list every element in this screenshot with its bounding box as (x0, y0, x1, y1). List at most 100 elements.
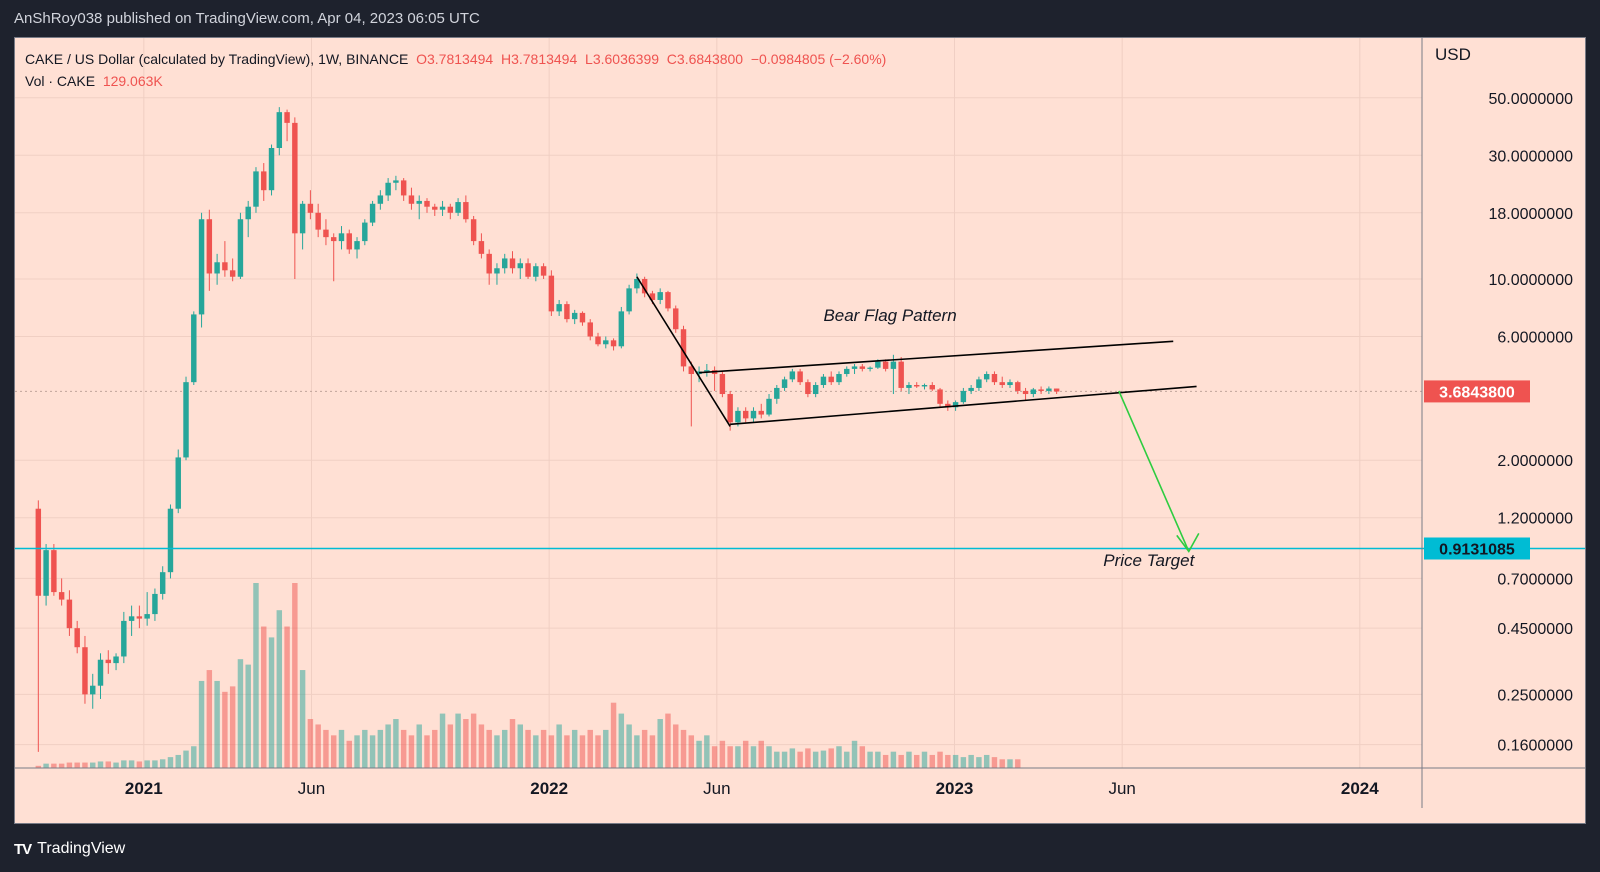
volume-bar (875, 751, 881, 768)
volume-bar (229, 686, 236, 768)
volume-bar (867, 751, 873, 768)
candle-body (805, 382, 811, 395)
y-tick-label: 0.1600000 (1497, 738, 1573, 755)
target-price-badge-bg (1424, 537, 1530, 560)
volume-bar (525, 729, 531, 768)
candle-body (929, 385, 935, 390)
volume-bar (533, 735, 539, 768)
candle-body (369, 203, 376, 223)
candle-body (952, 402, 959, 408)
volume-bar (144, 760, 150, 768)
candle-body (424, 200, 430, 207)
flag-upper-line (699, 340, 1174, 374)
x-tick-label: 2023 (936, 779, 974, 798)
volume-bar (719, 740, 726, 768)
candle-body (610, 340, 617, 347)
volume-bar (906, 751, 912, 768)
volume-bar (968, 754, 974, 768)
candle-body (377, 195, 384, 204)
volume-bar (494, 735, 500, 768)
candle-body (253, 171, 259, 207)
volume-bar (851, 740, 858, 768)
candle-body (307, 203, 314, 213)
candle-body (58, 592, 65, 600)
volume-bar (587, 729, 593, 768)
candle-body (330, 237, 337, 242)
volume-bar (618, 713, 625, 768)
candle-body (167, 508, 174, 573)
price-chart[interactable]: Bear Flag Pattern Price Target 50.0000000… (15, 38, 1585, 823)
tradingview-brand[interactable]: TV TradingView (14, 840, 125, 858)
candle-body (206, 219, 213, 274)
candle-body (680, 329, 687, 367)
volume-bar (711, 746, 718, 768)
candle-body (315, 212, 321, 230)
volume-bar (766, 746, 772, 768)
candle-body (268, 148, 275, 191)
candle-body (1022, 390, 1029, 395)
candle-body (292, 122, 298, 234)
candle-body (261, 171, 267, 191)
volume-bar (284, 626, 290, 768)
volume-bar (315, 724, 321, 768)
volume-bar (400, 729, 407, 768)
volume-bar (121, 760, 127, 768)
candle-body (1007, 382, 1013, 386)
candle-body (735, 410, 741, 423)
candle-body (657, 292, 663, 300)
x-tick-label: Jun (703, 779, 730, 798)
candle-body (704, 370, 710, 372)
volume-bar (999, 759, 1005, 768)
volume-bar (836, 746, 842, 768)
legend-volume-label: Vol · CAKE (25, 73, 96, 89)
candle-body (540, 266, 547, 276)
candle-body (618, 311, 625, 347)
volume-bar (789, 748, 796, 768)
volume-bar (983, 754, 990, 768)
candle-body (1046, 388, 1052, 391)
volume-bar (727, 746, 733, 768)
candle-body (494, 268, 500, 274)
y-tick-label: 1.2000000 (1497, 511, 1573, 528)
chart-panel[interactable]: Bear Flag Pattern Price Target 50.0000000… (14, 37, 1586, 824)
candle-body (914, 385, 920, 387)
candle-body (455, 202, 461, 213)
candle-body (603, 340, 609, 345)
volume-bar (797, 751, 803, 768)
candle-body (937, 389, 943, 404)
candle-body (113, 656, 119, 664)
volume-bar (649, 735, 656, 768)
volume-bar (805, 748, 811, 768)
candle-body (649, 293, 656, 300)
candle-body (222, 262, 228, 271)
volume-bar (128, 760, 135, 768)
candle-body (727, 394, 733, 423)
candle-body (859, 366, 866, 369)
volume-bar (509, 719, 516, 768)
candle-body (323, 229, 329, 238)
volume-bar (742, 740, 749, 768)
candle-body (338, 233, 345, 242)
volume-bar (183, 750, 189, 768)
candle-body (416, 200, 422, 204)
candle-body (579, 312, 586, 323)
volume-bar (696, 740, 702, 768)
candle-body (82, 647, 88, 695)
candle-body (587, 322, 593, 337)
legend-symbol-line: CAKE / US Dollar (calculated by TradingV… (25, 48, 886, 70)
volume-bar (447, 724, 454, 768)
candle-body (105, 659, 112, 664)
volume-bar (292, 583, 298, 768)
candle-body (571, 312, 578, 320)
volume-bar (222, 691, 228, 768)
volume-bar (90, 762, 96, 768)
candle-body (844, 368, 850, 375)
legend-symbol: CAKE / US Dollar (calculated by TradingV… (25, 51, 409, 67)
volume-bar (105, 761, 112, 768)
volume-bar (354, 735, 360, 768)
volume-bar (502, 729, 508, 768)
volume-bar (921, 751, 928, 768)
candle-body (502, 258, 508, 269)
volume-bar (470, 713, 477, 768)
candle-body (882, 361, 889, 369)
